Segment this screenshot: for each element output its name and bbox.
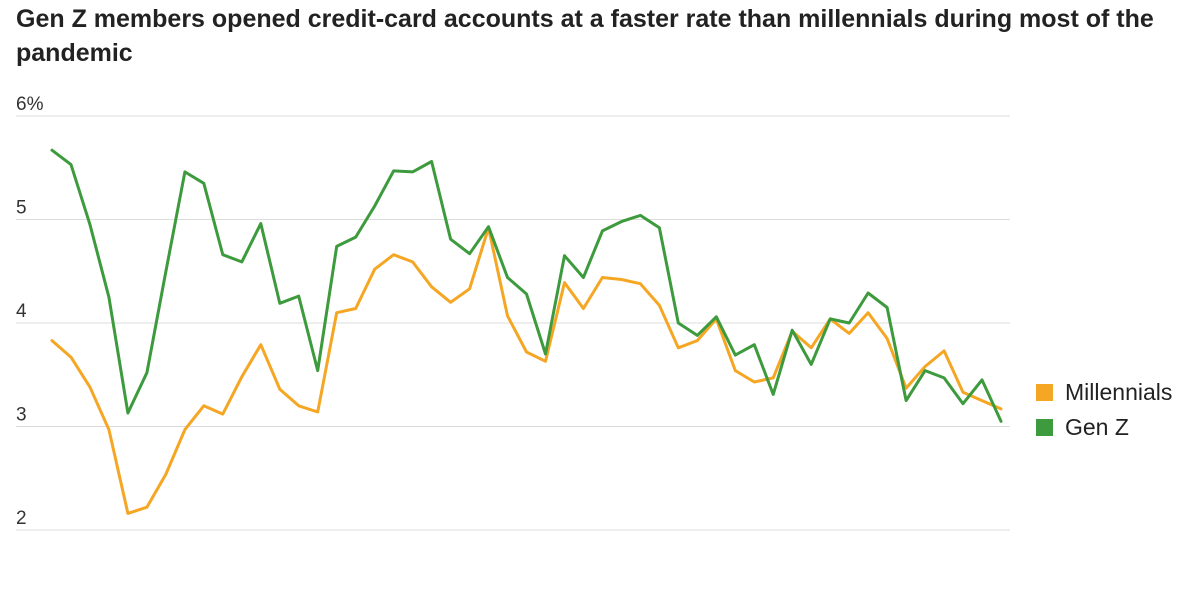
y-axis-tick-labels: 6% 5 4 3 2 [16, 94, 44, 529]
y-tick-label: 2 [16, 508, 27, 529]
y-tick-label: 6% [16, 94, 44, 115]
legend-label: Millennials [1065, 379, 1172, 405]
y-tick-label: 3 [16, 405, 27, 426]
gridlines [16, 115, 1010, 531]
legend-swatch [1036, 384, 1053, 401]
series-lines [50, 148, 1003, 515]
y-tick-label: 4 [16, 301, 27, 322]
legend-swatch [1036, 419, 1053, 436]
series-line-millennials [50, 226, 1003, 515]
legend: Millennials Gen Z [1036, 379, 1172, 440]
y-tick-label: 5 [16, 198, 27, 219]
series-line-gen-z [50, 148, 1003, 423]
chart-title: Gen Z members opened credit-card account… [16, 5, 1154, 67]
legend-label: Gen Z [1065, 414, 1129, 440]
